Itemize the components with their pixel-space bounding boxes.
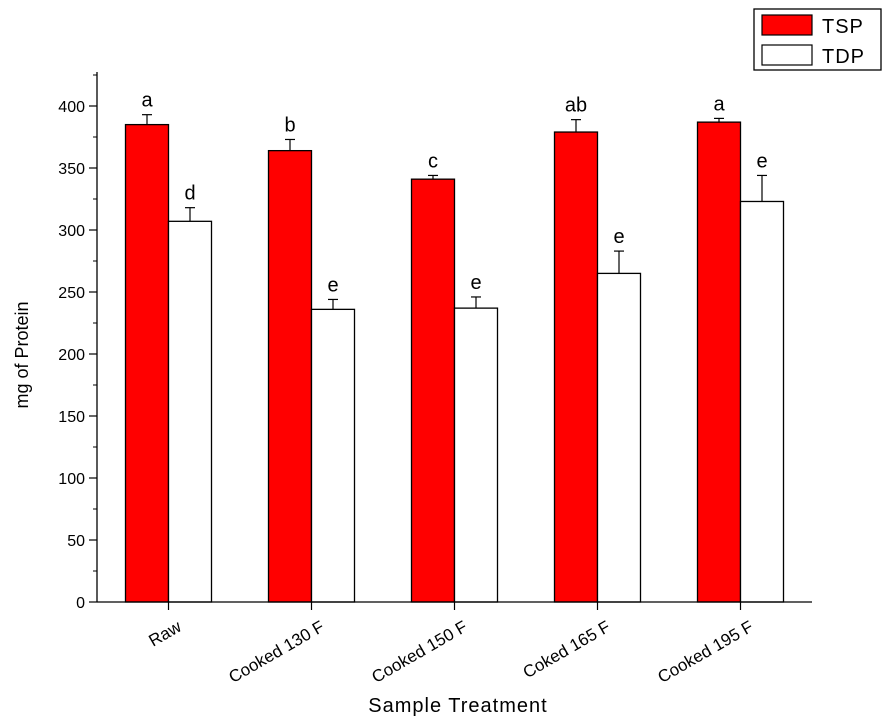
legend-label-tsp: TSP: [822, 16, 864, 38]
y-tick-label: 400: [58, 99, 85, 116]
x-tick-label: Raw: [146, 617, 186, 651]
bar-tdp: [598, 273, 641, 602]
bar-tdp: [741, 201, 784, 602]
bar-tsp: [698, 122, 741, 602]
y-tick-label: 250: [58, 285, 85, 302]
bar-tdp: [312, 309, 355, 602]
y-tick-label: 300: [58, 223, 85, 240]
x-axis-title: Sample Treatment: [368, 695, 547, 717]
x-tick-label: Cooked 130 F: [226, 617, 328, 687]
y-tick-label: 50: [67, 533, 85, 550]
y-tick-label: 200: [58, 347, 85, 364]
y-tick-label: 0: [76, 595, 85, 612]
legend: TSP TDP: [754, 9, 881, 70]
y-tick-label: 150: [58, 409, 85, 426]
significance-letter-tdp: e: [613, 226, 624, 248]
bar-tsp: [412, 179, 455, 602]
bar-tsp: [555, 132, 598, 602]
x-tick-label: Cooked 150 F: [369, 617, 471, 687]
legend-swatch-tdp: [762, 45, 812, 65]
x-tick-label: Coked 165 F: [520, 617, 614, 682]
significance-letter-tdp: e: [327, 274, 338, 296]
significance-letter-tsp: ab: [565, 95, 587, 117]
significance-letter-tsp: a: [141, 90, 153, 112]
bar-tsp: [269, 151, 312, 602]
y-tick-label: 100: [58, 471, 85, 488]
bar-tdp: [169, 221, 212, 602]
significance-letter-tsp: b: [284, 114, 295, 136]
legend-swatch-tsp: [762, 15, 812, 35]
bars-layer: [126, 115, 784, 602]
x-tick-label: Cooked 195 F: [655, 617, 757, 687]
significance-letter-tdp: e: [470, 272, 481, 294]
legend-label-tdp: TDP: [822, 46, 865, 68]
y-tick-label: 350: [58, 161, 85, 178]
bar-tdp: [455, 308, 498, 602]
significance-letter-tsp: c: [428, 150, 438, 172]
significance-letter-tdp: e: [756, 150, 767, 172]
y-axis-title: mg of Protein: [12, 301, 32, 408]
significance-letter-tsp: a: [713, 93, 725, 115]
significance-letter-tdp: d: [184, 183, 195, 205]
bar-tsp: [126, 125, 169, 602]
